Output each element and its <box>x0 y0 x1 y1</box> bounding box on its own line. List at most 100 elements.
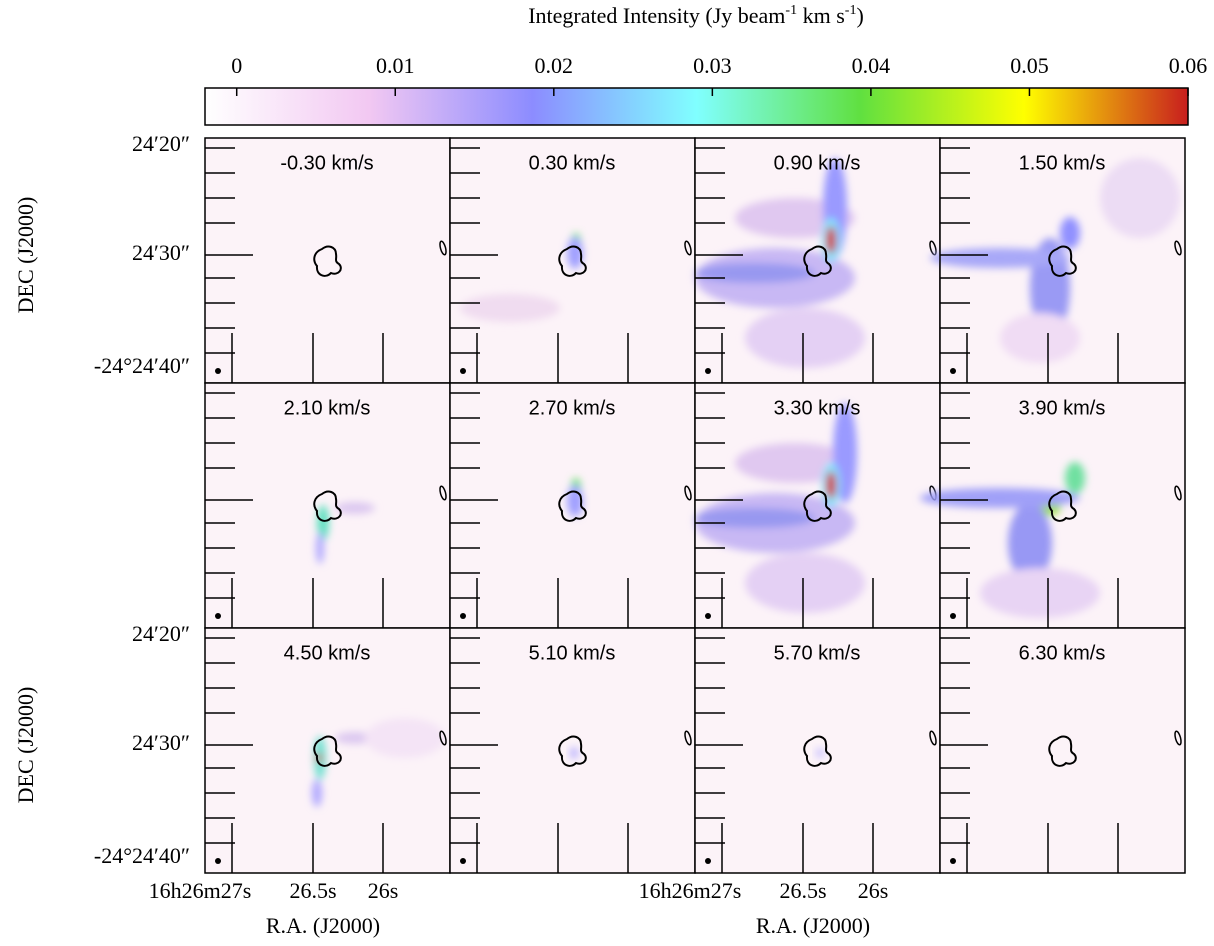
ra-tick-label: 26.5s <box>289 878 336 903</box>
emission-blob <box>1100 158 1180 238</box>
channel-panel: 1.50 km/s <box>930 137 1186 384</box>
channel-panel: 2.70 km/s <box>449 382 696 629</box>
contour <box>558 490 587 522</box>
beam <box>460 613 466 619</box>
contour <box>1048 245 1077 277</box>
channel-panel: 6.30 km/s <box>939 627 1186 874</box>
beam <box>215 858 221 864</box>
dec-tick-label: 24′20″ <box>132 131 190 156</box>
emission-blob <box>930 248 1070 268</box>
beam-outline <box>439 240 447 256</box>
emission-blob <box>1008 503 1052 583</box>
emission-blob <box>816 748 824 758</box>
colorbar-tick-label: 0 <box>231 53 242 78</box>
emission-blob <box>567 237 583 269</box>
dec-tick-label: -24°24′40″ <box>94 843 190 868</box>
colorbar-tick-label: 0.01 <box>376 53 415 78</box>
velocity-label: 3.90 km/s <box>1019 397 1106 419</box>
contour <box>558 245 587 277</box>
beam-outline <box>439 485 447 501</box>
emission-blob <box>920 488 1080 508</box>
colorbar-tick-label: 0.04 <box>852 53 891 78</box>
beam-outline <box>684 240 692 256</box>
emission <box>920 462 1100 618</box>
contour <box>1048 490 1077 522</box>
dec-tick-label: 24′30″ <box>132 240 190 265</box>
emission-blob <box>745 308 865 368</box>
contour <box>803 245 832 277</box>
beam <box>460 858 466 864</box>
emission-blob <box>365 718 445 758</box>
contour <box>313 490 342 522</box>
emission-blob <box>1060 217 1080 249</box>
dec-tick-label: -24°24′40″ <box>94 353 190 378</box>
beam <box>705 613 711 619</box>
emission <box>816 748 824 758</box>
contour <box>803 490 832 522</box>
colorbar-tick-label: 0.05 <box>1010 53 1049 78</box>
emission-blob <box>695 263 815 283</box>
emission-blob <box>335 732 375 744</box>
channel-panel: 5.10 km/s <box>449 627 696 874</box>
emission <box>312 718 445 807</box>
channel-panel: 3.90 km/s <box>920 382 1186 629</box>
emission <box>570 747 578 759</box>
emission <box>930 158 1180 363</box>
beam-outline <box>439 730 447 746</box>
dec-axis-title: DEC (J2000) <box>13 197 38 314</box>
dec-axis-title: DEC (J2000) <box>13 687 38 804</box>
beam-outline <box>1174 730 1182 746</box>
beam <box>705 858 711 864</box>
velocity-label: 1.50 km/s <box>1019 152 1106 174</box>
emission-blob <box>335 502 375 514</box>
colorbar-tick-label: 0.02 <box>535 53 574 78</box>
ra-axis-title: R.A. (J2000) <box>266 913 380 938</box>
colorbar-tick-label: 0.06 <box>1169 53 1208 78</box>
panel-background <box>205 138 450 383</box>
emission-blob <box>1065 462 1085 494</box>
panel-background <box>940 628 1185 873</box>
dec-tick-label: 24′20″ <box>132 621 190 646</box>
velocity-label: 4.50 km/s <box>284 642 371 664</box>
emission-blob <box>1000 313 1080 363</box>
channel-panel: 2.10 km/s <box>204 382 451 629</box>
channel-panel: -0.30 km/s <box>204 137 451 384</box>
velocity-label: 0.30 km/s <box>529 152 616 174</box>
ra-tick-label: 26s <box>858 878 889 903</box>
channel-panel: 5.70 km/s <box>694 627 941 874</box>
velocity-label: 3.30 km/s <box>774 397 861 419</box>
velocity-label: 6.30 km/s <box>1019 642 1106 664</box>
emission <box>316 502 375 564</box>
ra-tick-label: 16h26m27s <box>149 878 252 903</box>
velocity-label: 5.10 km/s <box>529 642 616 664</box>
channel-panel: 4.50 km/s <box>204 627 451 874</box>
channel-panel: 0.90 km/s <box>694 137 941 384</box>
beam <box>215 368 221 374</box>
contour <box>558 735 587 767</box>
emission-blob <box>826 226 836 254</box>
contour <box>313 735 342 767</box>
contour <box>1048 735 1077 767</box>
beam-outline <box>1174 240 1182 256</box>
emission <box>695 403 865 613</box>
velocity-label: 2.10 km/s <box>284 397 371 419</box>
emission-blob <box>312 779 322 807</box>
emission-blob <box>826 471 836 499</box>
beam <box>950 613 956 619</box>
panel-frame <box>939 627 1186 874</box>
ra-tick-label: 26s <box>368 878 399 903</box>
velocity-label: 5.70 km/s <box>774 642 861 664</box>
emission-blob <box>745 553 865 613</box>
emission-blob <box>980 568 1100 618</box>
contour <box>803 735 832 767</box>
beam <box>950 858 956 864</box>
emission-blob <box>460 294 560 322</box>
beam-outline <box>684 730 692 746</box>
beam-outline <box>684 485 692 501</box>
beam-outline <box>929 730 937 746</box>
emission-blob <box>570 747 578 759</box>
emission-blob <box>695 508 815 528</box>
ra-axis-title: R.A. (J2000) <box>756 913 870 938</box>
emission <box>460 233 583 322</box>
